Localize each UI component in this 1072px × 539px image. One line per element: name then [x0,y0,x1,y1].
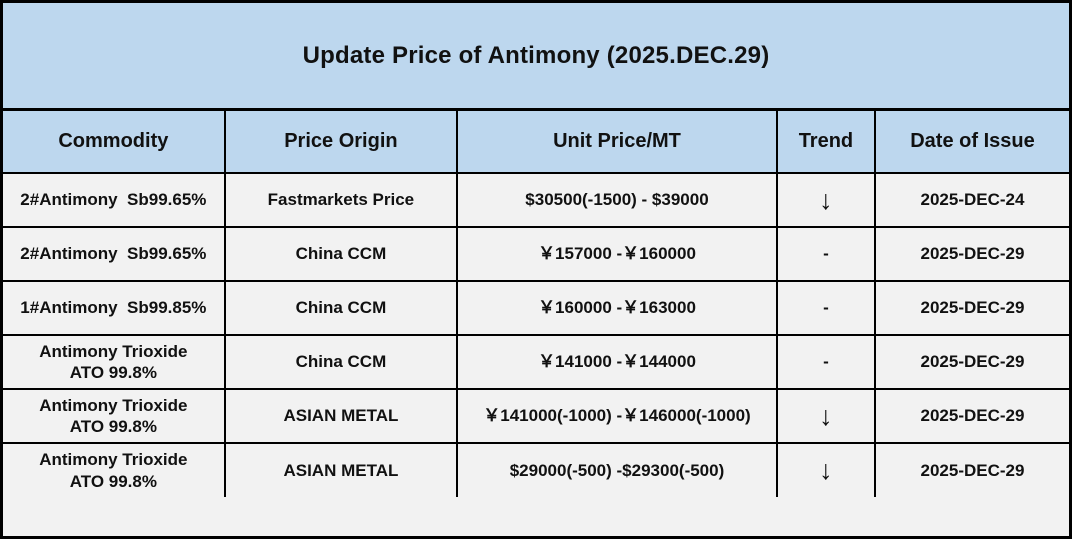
cell-origin: ASIAN METAL [223,388,459,444]
table-title: Update Price of Antimony (2025.DEC.29) [3,3,1069,111]
cell-date: 2025-DEC-29 [873,334,1069,390]
cell-commodity: 2#Antimony Sb99.65% [3,226,226,282]
cell-price: $29000(-500) -$29300(-500) [456,442,778,497]
column-header-date: Date of Issue [873,111,1069,174]
cell-origin: China CCM [223,280,459,336]
cell-date: 2025-DEC-29 [873,442,1069,497]
cell-commodity: 2#Antimony Sb99.65% [3,172,226,228]
cell-price: ￥157000 -￥160000 [456,226,778,282]
column-header-origin: Price Origin [223,111,459,174]
cell-commodity: 1#Antimony Sb99.85% [3,280,226,336]
cell-commodity: Antimony Trioxide ATO 99.8% [3,334,226,390]
cell-origin: China CCM [223,334,459,390]
cell-price: $30500(-1500) - $39000 [456,172,778,228]
header-row: Commodity Price Origin Unit Price/MT Trend D… [3,111,1069,174]
cell-price: ￥160000 -￥163000 [456,280,778,336]
table-row: 2#Antimony Sb99.65% China CCM ￥157000 -￥16… [3,226,1069,282]
flat-trend-dash: - [775,226,876,282]
down-arrow-icon: ↓ [775,172,876,228]
cell-date: 2025-DEC-24 [873,172,1069,228]
cell-commodity: Antimony Trioxide ATO 99.8% [3,388,226,444]
cell-date: 2025-DEC-29 [873,226,1069,282]
flat-trend-dash: - [775,280,876,336]
column-header-trend: Trend [775,111,876,174]
cell-price: ￥141000(-1000) -￥146000(-1000) [456,388,778,444]
table-row: Antimony Trioxide ATO 99.8% China CCM ￥141… [3,334,1069,390]
cell-price: ￥141000 -￥144000 [456,334,778,390]
column-header-price: Unit Price/MT [456,111,778,174]
table-row: 2#Antimony Sb99.65% Fastmarkets Price $305… [3,172,1069,228]
cell-date: 2025-DEC-29 [873,280,1069,336]
flat-trend-dash: - [775,334,876,390]
table-row: Antimony Trioxide ATO 99.8% ASIAN METAL ￥1… [3,388,1069,444]
down-arrow-icon: ↓ [775,442,876,497]
cell-commodity: Antimony Trioxide ATO 99.8% [3,442,226,497]
table-row: Antimony Trioxide ATO 99.8% ASIAN METAL $2… [3,442,1069,497]
cell-origin: Fastmarkets Price [223,172,459,228]
cell-origin: ASIAN METAL [223,442,459,497]
cell-origin: China CCM [223,226,459,282]
cell-date: 2025-DEC-29 [873,388,1069,444]
down-arrow-icon: ↓ [775,388,876,444]
price-table: Commodity Price Origin Unit Price/MT Trend D… [3,111,1069,497]
table-row: 1#Antimony Sb99.85% China CCM ￥160000 -￥16… [3,280,1069,336]
column-header-commodity: Commodity [3,111,226,174]
